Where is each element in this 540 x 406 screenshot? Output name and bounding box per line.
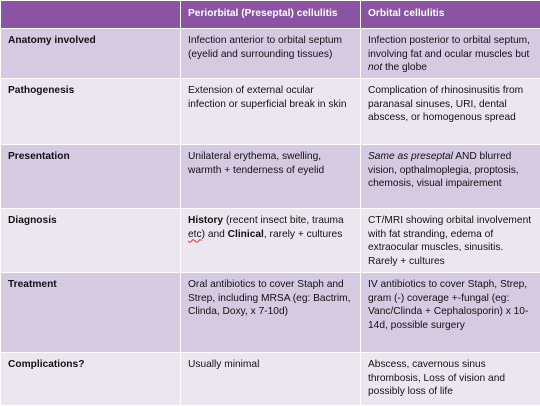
cell-presentation-orbital: Same as preseptal AND blurred vision, op… (361, 145, 540, 209)
text-segment: (recent insect bite, trauma (223, 215, 344, 226)
emphasis-clinical: Clinical (228, 229, 264, 240)
text-segment: ) and (202, 229, 228, 240)
cell-presentation-preseptal: Unilateral erythema, swelling, warmth + … (181, 145, 361, 209)
emphasis-same-as-preseptal: Same as preseptal (368, 151, 453, 162)
cell-anatomy-orbital: Infection posterior to orbital septum, i… (361, 29, 540, 79)
row-label-treatment: Treatment (1, 273, 181, 353)
row-label-anatomy: Anatomy involved (1, 29, 181, 79)
text-segment: , rarely + cultures (264, 229, 342, 240)
cell-pathogenesis-orbital: Complication of rhinosinusitis from para… (361, 79, 540, 145)
header-preseptal: Periorbital (Preseptal) cellulitis (181, 1, 361, 29)
cell-treatment-orbital: IV antibiotics to cover Staph, Strep, gr… (361, 273, 540, 353)
cell-diagnosis-preseptal: History (recent insect bite, trauma etc)… (181, 209, 361, 273)
cell-diagnosis-orbital: CT/MRI showing orbital involvement with … (361, 209, 540, 273)
row-label-diagnosis: Diagnosis (1, 209, 181, 273)
row-complications: Complications? Usually minimal Abscess, … (1, 353, 540, 406)
row-label-pathogenesis: Pathogenesis (1, 79, 181, 145)
text-segment: Infection posterior to orbital septum, i… (368, 35, 530, 60)
header-row: Periorbital (Preseptal) cellulitis Orbit… (1, 1, 540, 29)
cell-treatment-preseptal: Oral antibiotics to cover Staph and Stre… (181, 273, 361, 353)
cell-anatomy-preseptal: Infection anterior to orbital septum (ey… (181, 29, 361, 79)
row-label-complications: Complications? (1, 353, 181, 406)
emphasis-history: History (188, 215, 223, 226)
row-diagnosis: Diagnosis History (recent insect bite, t… (1, 209, 540, 273)
emphasis-not: not (368, 62, 382, 73)
row-presentation: Presentation Unilateral erythema, swelli… (1, 145, 540, 209)
spellcheck-word: etc (188, 229, 202, 240)
row-label-presentation: Presentation (1, 145, 181, 209)
row-pathogenesis: Pathogenesis Extension of external ocula… (1, 79, 540, 145)
cell-complications-preseptal: Usually minimal (181, 353, 361, 406)
header-orbital: Orbital cellulitis (361, 1, 540, 29)
cell-pathogenesis-preseptal: Extension of external ocular infection o… (181, 79, 361, 145)
header-corner (1, 1, 181, 29)
cell-complications-orbital: Abscess, cavernous sinus thrombosis, Los… (361, 353, 540, 406)
text-segment: the globe (382, 62, 427, 73)
row-anatomy: Anatomy involved Infection anterior to o… (1, 29, 540, 79)
row-treatment: Treatment Oral antibiotics to cover Stap… (1, 273, 540, 353)
